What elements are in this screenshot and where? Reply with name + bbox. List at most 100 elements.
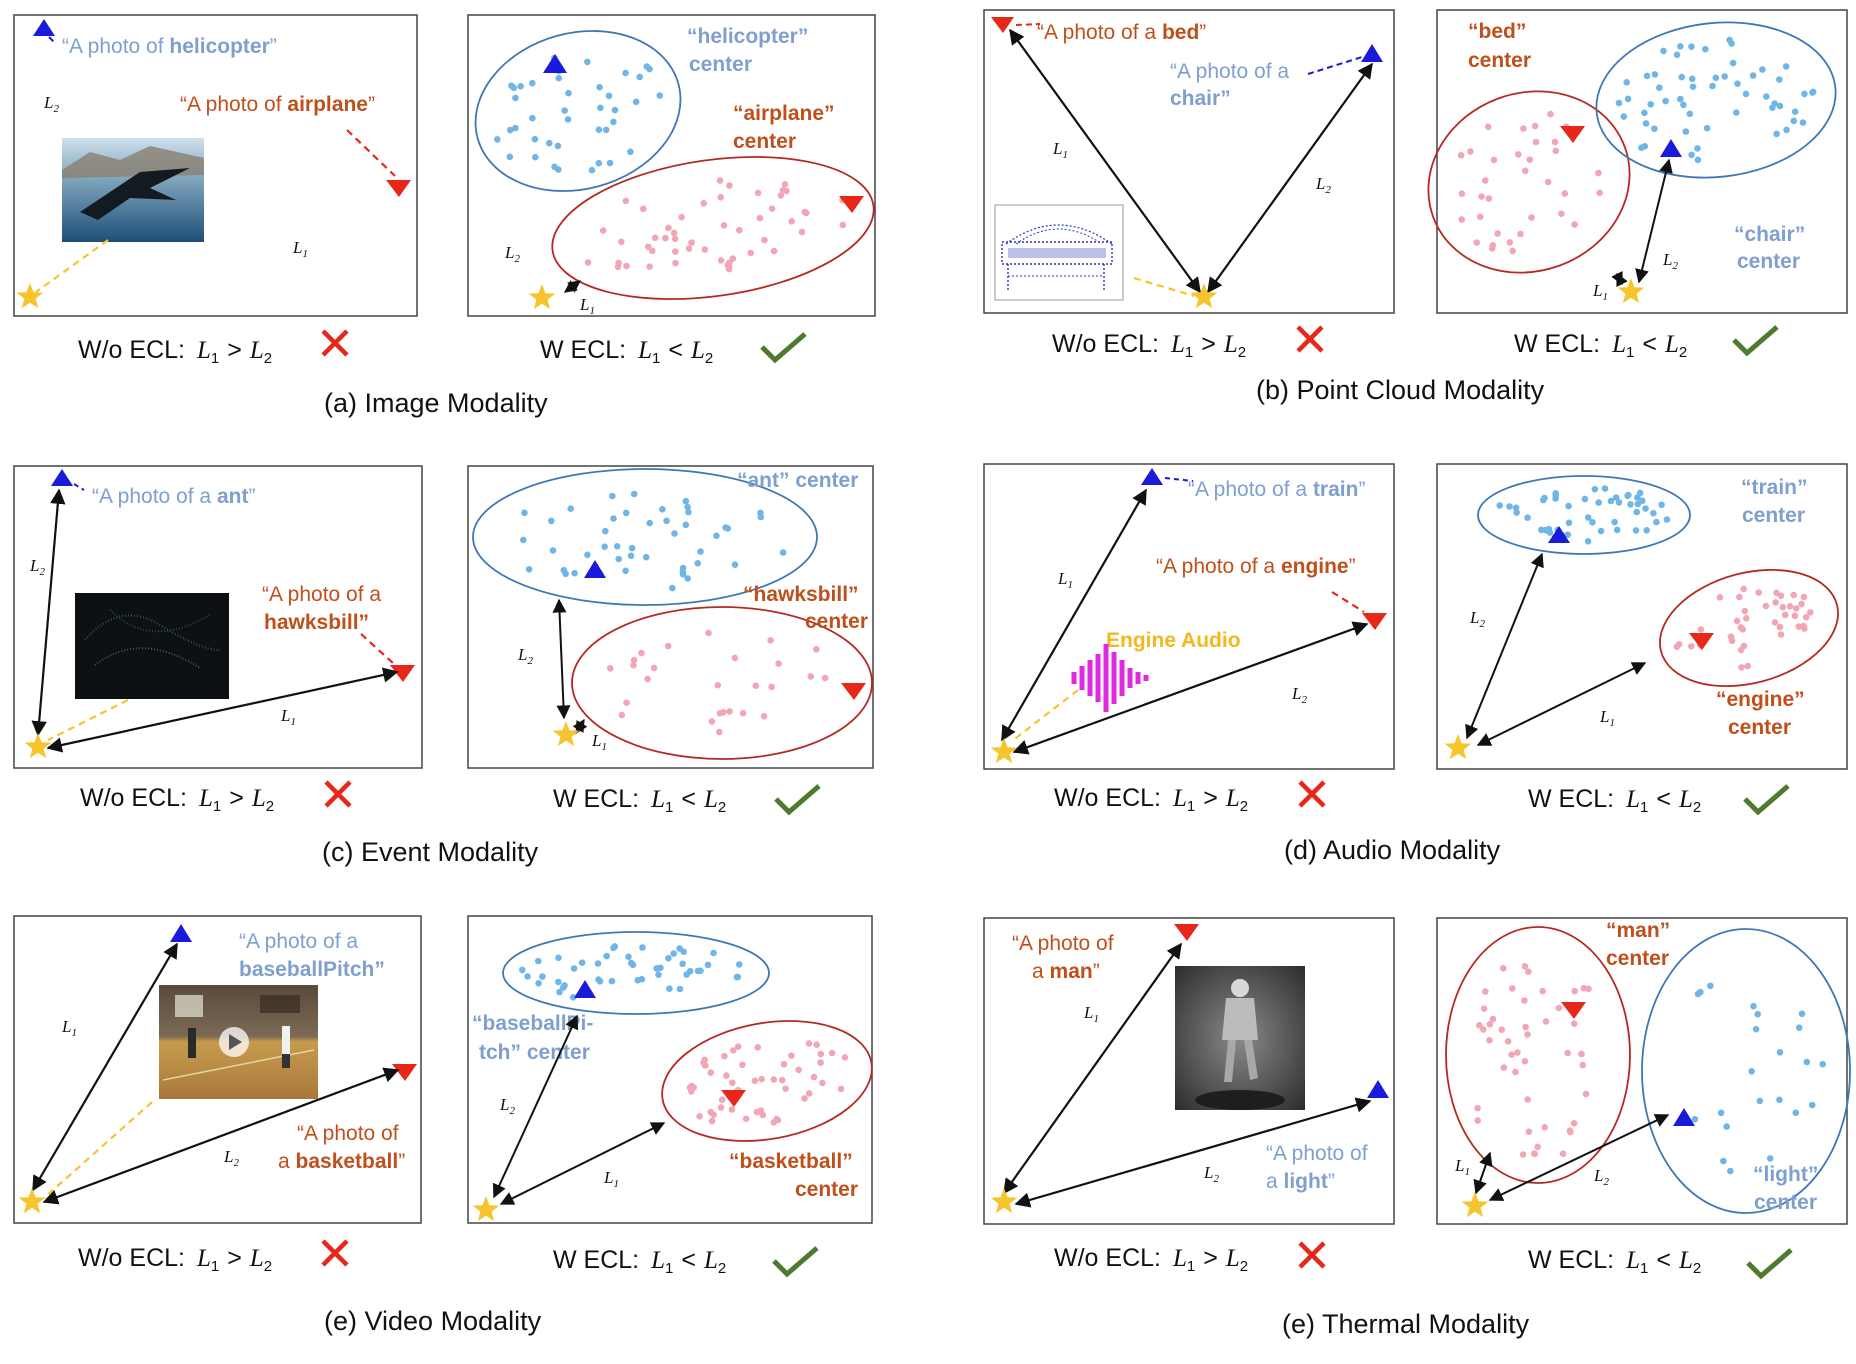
embedding-dot [512, 94, 519, 102]
embedding-dot [622, 567, 629, 575]
star-icon [1190, 283, 1218, 309]
basketball-center-label: “basketball” center [729, 1150, 858, 1201]
embedding-dot [512, 124, 519, 132]
embedding-dot [817, 1059, 824, 1066]
panel-image-modality: “A photo of helicopter” L2 “A photo of a… [13, 14, 876, 418]
blue-embedding-dots [494, 54, 664, 174]
embedding-dot [720, 222, 728, 229]
embedding-dot [1489, 1015, 1497, 1023]
embedding-dot [1519, 1151, 1527, 1158]
embedding-dot [546, 139, 553, 147]
embedding-dot [529, 79, 536, 87]
embedding-dot [1538, 526, 1545, 534]
embedding-dot [1480, 1026, 1487, 1033]
embedding-dot [753, 1108, 761, 1116]
triangle-down-icon [1362, 613, 1387, 630]
train-center-label: “train” center [1741, 476, 1808, 527]
star-icon [1617, 278, 1645, 304]
embedding-dot [615, 555, 622, 563]
embedding-dot [739, 709, 747, 717]
embedding-dot [761, 236, 768, 244]
embedding-dot [1734, 80, 1741, 87]
embedding-dot [1584, 514, 1592, 521]
embedding-dot [1542, 1018, 1550, 1025]
light-center-label: “light” center [1753, 1163, 1818, 1214]
star-icon [24, 733, 52, 759]
embedding-dot [524, 973, 531, 980]
embedding-dot [584, 58, 591, 66]
wo-ecl-formula: W/o ECL: L1 > L2 [80, 784, 274, 815]
triangle-up-icon [1660, 139, 1682, 157]
engine-cluster-ellipse [1659, 568, 1839, 688]
embedding-dot [1663, 516, 1671, 523]
embedding-dot [640, 205, 647, 213]
embedding-dot [1771, 619, 1779, 626]
embedding-dot [649, 247, 656, 255]
embedding-dot [754, 189, 762, 197]
embedding-dot [1490, 156, 1498, 164]
embedding-dot [704, 961, 712, 969]
embedding-dot [539, 973, 546, 980]
embedding-dot [1688, 75, 1696, 83]
star-icon [990, 738, 1018, 764]
embedding-dot [1776, 1096, 1783, 1104]
embedding-dot [768, 683, 775, 691]
panel-event-modality: “A photo of a ant” “A photo of a hawksbil… [13, 465, 874, 867]
embedding-dot [726, 182, 733, 189]
embedding-dot [1524, 1096, 1531, 1103]
embedding-dot [1512, 1068, 1519, 1076]
audio-waveform-icon [1071, 644, 1149, 712]
cross-icon [1298, 1241, 1326, 1269]
embedding-dot [728, 1106, 736, 1113]
embedding-dot [684, 575, 691, 582]
embedding-dot [636, 73, 643, 81]
caption-point-cloud-modality: (b) Point Cloud Modality [1256, 375, 1545, 405]
wo-ecl-formula: W/o ECL: L1 > L2 [1054, 1244, 1248, 1275]
embedding-dot [705, 629, 712, 637]
embedding-dot [1723, 1123, 1730, 1130]
triangle-up-icon [543, 54, 567, 73]
embedding-dot [1755, 589, 1762, 596]
embedding-dot [1749, 72, 1757, 79]
embedding-dot [1571, 987, 1578, 995]
embedding-dot [1524, 514, 1531, 521]
embedding-dot [716, 710, 724, 717]
embedding-dot [1486, 1037, 1493, 1044]
embedding-dot [1476, 1022, 1483, 1029]
embedding-dot [672, 248, 679, 255]
embedding-dot [780, 1060, 788, 1068]
embedding-dot [596, 83, 603, 91]
embedding-dot [623, 262, 630, 270]
cross-icon [321, 329, 349, 357]
embedding-dot [1578, 1050, 1585, 1058]
embedding-dot [779, 549, 787, 556]
embedding-dot [659, 506, 666, 513]
embedding-dot [555, 74, 563, 82]
embedding-dot [779, 187, 787, 194]
embedding-dot [1680, 101, 1687, 109]
embedding-dot [1515, 151, 1522, 158]
triangle-up-icon [1141, 468, 1163, 485]
embedding-dot [1473, 239, 1480, 246]
embedding-dot [1737, 624, 1744, 631]
basketball-video-frame [159, 985, 318, 1099]
embedding-dot [1803, 1058, 1811, 1066]
embedding-dot [1597, 527, 1605, 535]
embedding-dot [1580, 984, 1588, 992]
embedding-dot [1612, 494, 1620, 501]
embedding-dot [569, 994, 577, 1001]
check-icon [772, 1246, 819, 1278]
embedding-dot [782, 1085, 789, 1092]
embedding-dot [759, 1111, 767, 1119]
embedding-dot [622, 197, 630, 205]
embedding-dot [1776, 1049, 1784, 1056]
embedding-dot [1777, 592, 1785, 599]
embedding-dot [1712, 74, 1720, 82]
embedding-dot [1773, 130, 1780, 138]
embedding-dot [1754, 1010, 1761, 1018]
embedding-dot [1522, 1023, 1529, 1031]
star-icon [18, 1188, 46, 1214]
embedding-dot [1697, 988, 1704, 996]
wo-ecl-formula: W/o ECL: L1 > L2 [1054, 784, 1248, 815]
star-icon [472, 1196, 500, 1222]
